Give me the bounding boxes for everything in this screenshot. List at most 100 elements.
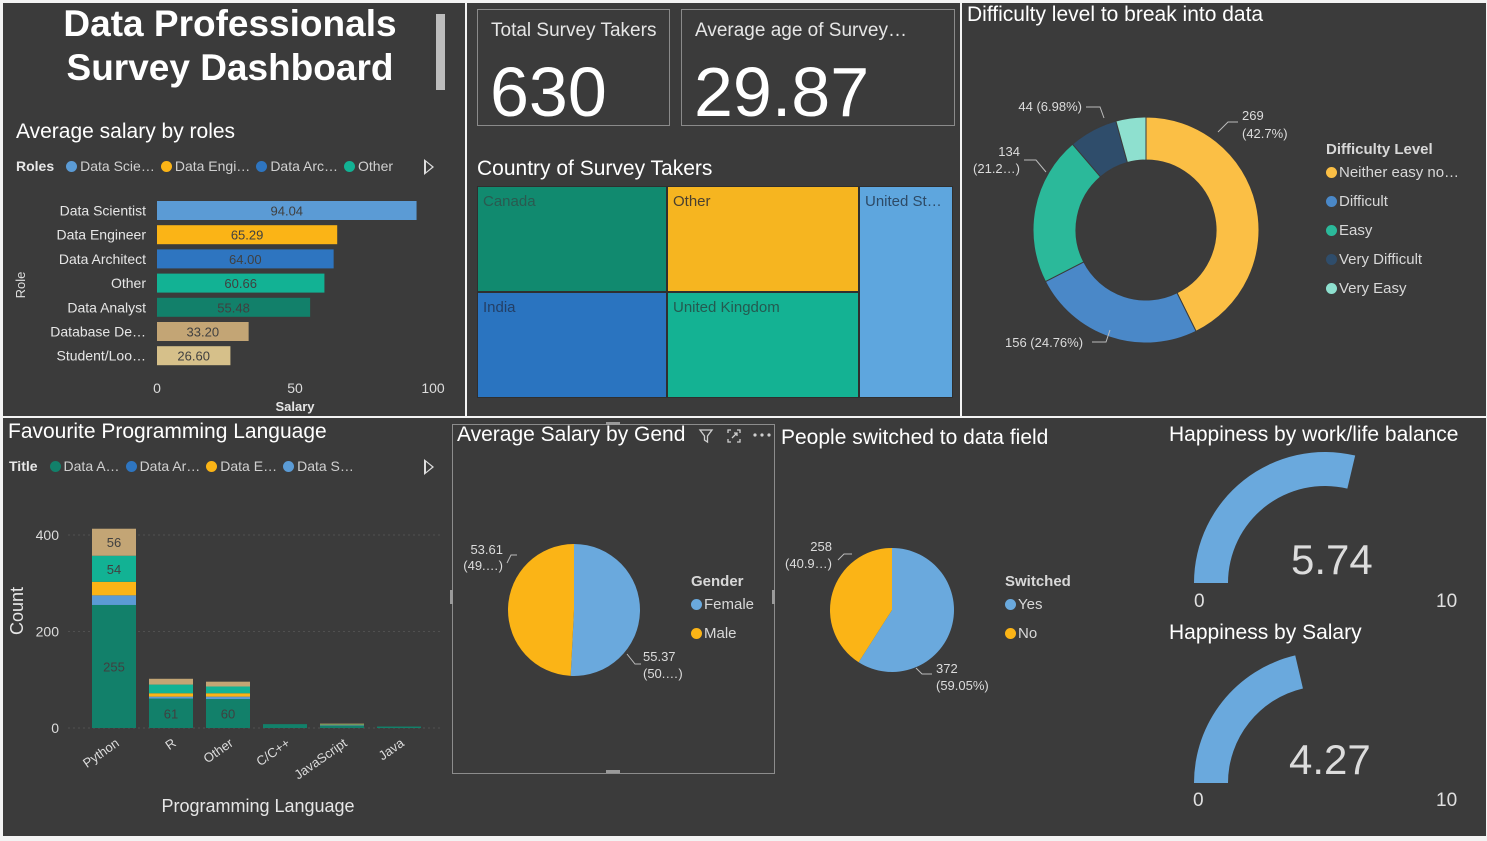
data-label: 258	[810, 539, 832, 554]
resize-handle[interactable]	[772, 590, 775, 604]
data-label: (49.…)	[463, 558, 503, 573]
data-label: 94.04	[271, 204, 304, 219]
pie-slice	[830, 548, 892, 663]
card-label: Average age of Survey…	[695, 20, 907, 41]
data-label: 156 (24.76%)	[1005, 335, 1083, 350]
data-label: 54	[107, 562, 121, 577]
difficulty-donut-chart[interactable]: 269 (42.7%) 156 (24.76%) 134 (21.2…) 44 (6.98…	[962, 80, 1322, 380]
difficulty-legend: Difficulty Level Neither easy no… Difficul…	[1326, 141, 1459, 309]
happiness-balance-gauge[interactable]	[1185, 450, 1485, 590]
bar	[157, 297, 311, 317]
legend-dot-icon	[1005, 628, 1016, 639]
legend-dot-icon	[283, 461, 295, 472]
legend-item: Difficult	[1326, 193, 1459, 222]
legend-next-icon[interactable]	[424, 459, 434, 475]
category-label: JavaScript	[291, 735, 350, 782]
bar-segment	[206, 693, 250, 697]
legend-label: Very Difficult	[1339, 251, 1423, 268]
legend-dot-icon	[344, 161, 356, 172]
data-label: 53.61	[470, 542, 503, 557]
card-average-age[interactable]: Average age of Survey… 29.87	[681, 9, 955, 131]
more-options-icon[interactable]	[752, 430, 772, 440]
roles-bar-chart[interactable]: Role Data Scientist 94.04 Data Engineer 65.2…	[3, 190, 463, 418]
legend-item: Neither easy no…	[1326, 164, 1459, 193]
resize-handle[interactable]	[450, 590, 453, 604]
legend-item: Easy	[1326, 222, 1459, 251]
legend-label: Neither easy no…	[1339, 164, 1460, 181]
gauge-value: 4.27	[1289, 736, 1371, 783]
legend-label: Data Engi…	[174, 158, 251, 174]
gauge-fill	[1194, 655, 1303, 783]
treemap-cell-united-states[interactable]: United St…	[859, 186, 953, 398]
category-label: Student/Loo…	[56, 348, 146, 364]
dashboard-title-line2: Survey Dashboard	[66, 47, 394, 88]
bar-segment	[149, 698, 193, 728]
legend-dot-icon	[125, 461, 137, 472]
data-label: (50.…)	[643, 666, 683, 681]
tick-label: 100	[421, 380, 445, 396]
legend-dot-icon	[206, 461, 218, 472]
bar-segment	[149, 693, 193, 697]
bar-segment	[149, 678, 193, 685]
leader-line	[1024, 159, 1047, 173]
bar-segment	[92, 604, 136, 728]
data-label: 60	[221, 707, 235, 722]
category-label: Python	[80, 735, 122, 771]
roles-legend: Roles Data Scie… Data Engi… Data Arc… Other	[16, 158, 393, 174]
legend-label: Data E…	[220, 458, 278, 474]
bar-segment	[263, 724, 307, 728]
resize-handle[interactable]	[606, 770, 620, 773]
data-label: (21.2…)	[973, 161, 1020, 176]
legend-label: Data Ar…	[139, 458, 201, 474]
language-stacked-bar-chart[interactable]: Count 0 200 400 255 54 56 Python 61 R 60 Other C/C++…	[3, 490, 448, 830]
card-label: Total Survey Takers	[491, 20, 657, 41]
country-treemap[interactable]: Canada Other United St… India United Kin…	[477, 186, 953, 398]
pie-slice	[508, 544, 574, 676]
legend-next-icon[interactable]	[424, 159, 434, 175]
legend-label: Data A…	[63, 458, 120, 474]
filter-icon[interactable]	[698, 428, 714, 444]
card-value: 29.87	[694, 53, 870, 131]
data-label: 372	[936, 661, 958, 676]
bar	[157, 346, 231, 366]
switched-pie-chart[interactable]: 372 (59.05%) 258 (40.9…)	[778, 520, 1018, 710]
axis-title-y: Count	[7, 587, 27, 635]
data-label: (40.9…)	[785, 556, 832, 571]
tick-label: 0	[153, 380, 161, 396]
happiness-salary-gauge[interactable]	[1185, 650, 1485, 790]
data-label: 56	[107, 535, 121, 550]
legend-dot-icon	[49, 461, 61, 472]
legend-label: Yes	[1018, 596, 1043, 613]
category-label: Data Engineer	[56, 227, 146, 243]
legend-item: No	[1005, 625, 1071, 654]
legend-dot-icon	[1326, 283, 1337, 294]
visual-title-country: Country of Survey Takers	[477, 157, 713, 180]
visual-title-gender-salary: Average Salary by Gend	[457, 423, 686, 446]
legend-dot-icon	[1326, 196, 1337, 207]
legend-title: Title	[9, 458, 38, 474]
visual-title-switched: People switched to data field	[781, 426, 1049, 449]
category-label: Data Scientist	[60, 203, 146, 219]
legend-dot-icon	[691, 599, 702, 610]
bar-segment	[92, 528, 136, 556]
visual-title-salary-by-roles: Average salary by roles	[16, 120, 236, 143]
leader-line	[1092, 329, 1111, 343]
visual-title-difficulty: Difficulty level to break into data	[967, 3, 1264, 26]
gauge-fill	[1194, 452, 1356, 583]
treemap-cell-india[interactable]: India	[477, 292, 667, 398]
legend-dot-icon	[1326, 254, 1337, 265]
gauge-min: 0	[1194, 591, 1205, 612]
category-label: Other	[200, 735, 236, 766]
card-total-survey-takers[interactable]: Total Survey Takers 630	[477, 9, 670, 131]
data-label: 60.66	[224, 276, 257, 291]
focus-mode-icon[interactable]	[726, 428, 742, 444]
legend-label: No	[1018, 625, 1038, 642]
treemap-cell-canada[interactable]: Canada	[477, 186, 667, 292]
resize-handle[interactable]	[606, 422, 620, 425]
leader-line	[506, 554, 517, 564]
axis-title-x: Salary	[275, 399, 315, 414]
gender-pie-chart[interactable]: 55.37 (50.…) 53.61(49.…)	[455, 520, 695, 700]
treemap-cell-other[interactable]: Other	[667, 186, 859, 292]
bar-segment	[92, 595, 136, 605]
treemap-cell-united-kingdom[interactable]: United Kingdom	[667, 292, 859, 398]
